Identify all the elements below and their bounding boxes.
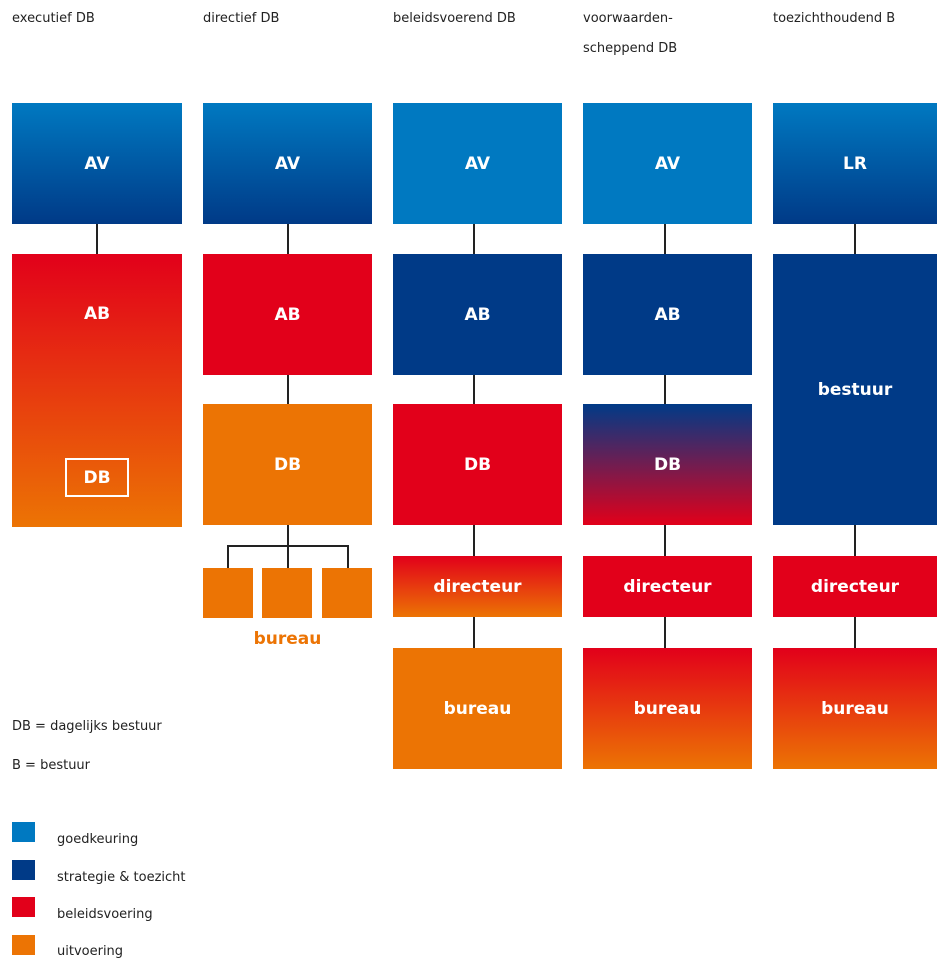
connector (854, 224, 856, 254)
legend-swatch (12, 935, 35, 955)
legend-swatch (12, 860, 35, 880)
connector (473, 375, 475, 404)
box: DB (583, 404, 752, 525)
box: DB (393, 404, 562, 525)
box: AB (583, 254, 752, 375)
connector (854, 525, 856, 556)
box: directeur (393, 556, 562, 617)
legend-swatch (12, 897, 35, 917)
legend-label: uitvoering (57, 944, 124, 959)
box: directeur (583, 556, 752, 617)
box: bureau (773, 648, 937, 769)
connector (473, 224, 475, 254)
column-header: executief DB (12, 11, 95, 26)
connector (287, 375, 289, 404)
connector (664, 375, 666, 404)
inner-box: DB (65, 458, 129, 497)
connector (473, 617, 475, 648)
small-box (322, 568, 372, 618)
legend-label: strategie & toezicht (57, 870, 186, 885)
column-header: directief DB (203, 11, 280, 26)
legend-label: beleidsvoering (57, 907, 153, 922)
box-label: AB (83, 304, 111, 324)
connector (287, 525, 289, 545)
connector (227, 545, 229, 568)
connector (473, 525, 475, 556)
note: DB = dagelijks bestuur (12, 719, 162, 734)
box: AV (583, 103, 752, 224)
connector (287, 545, 289, 568)
small-box (262, 568, 312, 618)
note: B = bestuur (12, 758, 91, 773)
box: DB (203, 404, 372, 525)
column-header: toezichthoudend B (773, 11, 896, 26)
box (12, 254, 182, 527)
connector (96, 224, 98, 254)
box: AB (203, 254, 372, 375)
connector (664, 525, 666, 556)
box: bureau (583, 648, 752, 769)
legend-swatch (12, 822, 35, 842)
box-label: bureau (253, 629, 322, 649)
box: AV (393, 103, 562, 224)
legend-label: goedkeuring (57, 832, 139, 847)
small-box (203, 568, 253, 618)
box: AB (393, 254, 562, 375)
connector (287, 224, 289, 254)
box: bureau (393, 648, 562, 769)
column-header: voorwaarden- scheppend DB (583, 11, 678, 56)
connector (854, 617, 856, 648)
connector (347, 545, 349, 568)
box: AV (12, 103, 182, 224)
column-header: beleidsvoerend DB (393, 11, 516, 26)
box: LR (773, 103, 937, 224)
connector (664, 617, 666, 648)
box: directeur (773, 556, 937, 617)
box: AV (203, 103, 372, 224)
box: bestuur (773, 254, 937, 525)
connector (664, 224, 666, 254)
